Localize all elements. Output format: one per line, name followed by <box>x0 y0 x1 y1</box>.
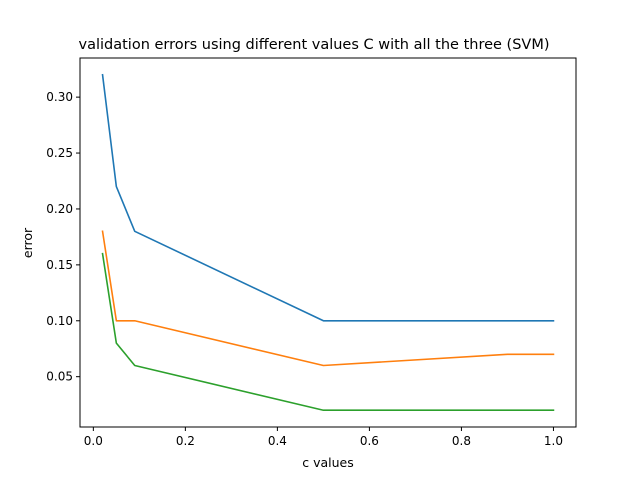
x-tick-label: 0.6 <box>360 434 379 448</box>
chart-title: validation errors using different values… <box>79 37 550 53</box>
y-tick-label: 0.30 <box>46 90 73 104</box>
series-line-1 <box>101 73 555 322</box>
x-tick-label: 0.4 <box>268 434 287 448</box>
y-axis-label: error <box>20 227 35 258</box>
plot-area <box>101 73 555 412</box>
plot-frame <box>79 57 577 428</box>
y-tick-label: 0.15 <box>46 258 73 272</box>
y-tick-label: 0.10 <box>46 314 73 328</box>
x-tick-label: 1.0 <box>544 434 563 448</box>
y-tick-label: 0.05 <box>46 370 73 384</box>
y-tick-label: 0.25 <box>46 146 73 160</box>
y-tick-label: 0.20 <box>46 202 73 216</box>
series-line-3 <box>101 252 555 412</box>
x-tick-label: 0.2 <box>176 434 195 448</box>
series-line-2 <box>101 230 555 367</box>
x-axis-label: c values <box>302 455 354 470</box>
x-axis-ticks: 0.0 0.2 0.4 0.6 0.8 1.0 <box>84 427 563 448</box>
x-tick-label: 0.0 <box>84 434 103 448</box>
x-tick-label: 0.8 <box>452 434 471 448</box>
y-axis-ticks: 0.05 0.10 0.15 0.20 0.25 0.30 <box>46 90 80 384</box>
